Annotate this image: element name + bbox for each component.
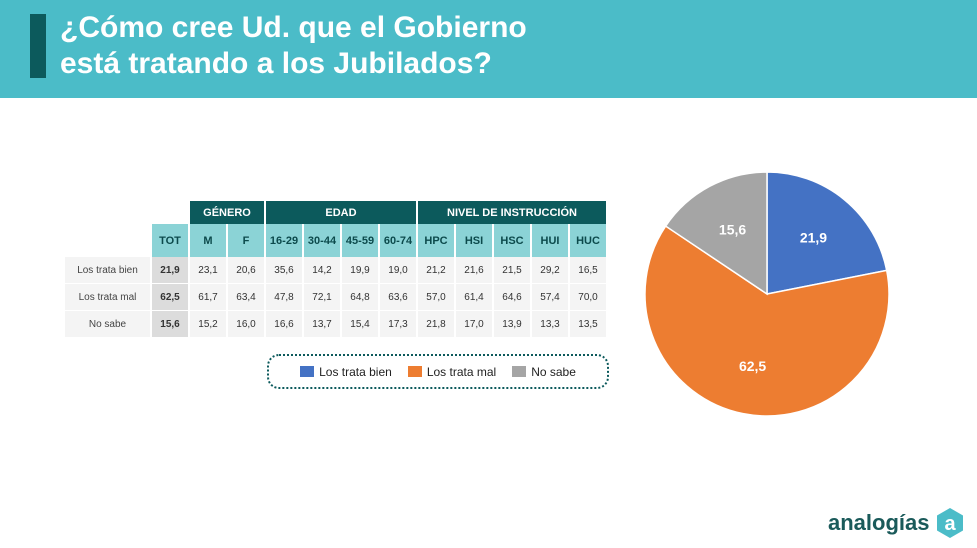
legend-label: No sabe xyxy=(531,364,576,379)
table-cell: 62,5 xyxy=(152,284,188,311)
column-header: 16-29 xyxy=(266,224,302,257)
logo-hexagon-icon: a xyxy=(937,508,964,538)
row-label: Los trata mal xyxy=(65,284,150,311)
table-cell: 15,6 xyxy=(152,311,188,338)
row-label: No sabe xyxy=(65,311,150,338)
legend-item: Los trata mal xyxy=(407,364,497,379)
legend-item: Los trata bien xyxy=(300,365,392,379)
group-header-nivel: NIVEL DE INSTRUCCIÓN xyxy=(418,201,606,224)
column-header: TOT xyxy=(152,224,188,257)
table-cell: 19,9 xyxy=(342,257,378,284)
table-row: Los trata bien 21,9 23,1 20,6 35,6 14,2 19,9 19… xyxy=(65,257,606,284)
table-cell: 29,2 xyxy=(532,257,568,284)
column-header: 45-59 xyxy=(342,224,378,257)
row-label: Los trata bien xyxy=(65,257,150,284)
title-accent-bar xyxy=(30,14,46,78)
pie-data-label: 62,5 xyxy=(739,358,766,374)
table-cell: 61,4 xyxy=(456,284,492,311)
title-line-2: está tratando a los Jubilados? xyxy=(60,47,492,80)
logo-text: analogías xyxy=(828,510,930,535)
pie-slice xyxy=(664,171,768,296)
table-cell: 16,5 xyxy=(570,257,606,284)
pie-data-label: 15,6 xyxy=(719,221,746,237)
legend-swatch xyxy=(300,366,315,377)
table-cell: 17,3 xyxy=(380,311,416,338)
title-line-1: ¿Cómo cree Ud. que el Gobierno xyxy=(60,11,527,44)
crosstab-table: GÉNERO EDAD NIVEL DE INSTRUCCIÓN TOT M F 16… xyxy=(63,201,608,338)
table-row: No sabe 15,6 15,2 16,0 16,6 13,7 15,4 17,3 21,8 1… xyxy=(65,311,606,338)
pie-slice xyxy=(766,171,888,295)
table-cell: 63,6 xyxy=(380,284,416,311)
table-cell: 21,2 xyxy=(418,257,454,284)
table-cell: 20,6 xyxy=(228,257,264,284)
legend-label: Los trata bien xyxy=(319,364,392,379)
table-cell: 57,4 xyxy=(532,284,568,311)
column-header: HUI xyxy=(532,224,568,257)
pie-slice xyxy=(644,225,890,417)
table-row: Los trata mal 62,5 61,7 63,4 47,8 72,1 64,8 63,… xyxy=(65,284,606,311)
table-cell: 19,0 xyxy=(380,257,416,284)
pie-chart: 21,9 62,5 15,6 xyxy=(644,171,890,417)
table-cell: 35,6 xyxy=(266,257,302,284)
table-cell: 57,0 xyxy=(418,284,454,311)
table-cell: 64,6 xyxy=(494,284,530,311)
column-header: HSC xyxy=(494,224,530,257)
legend-label: Los trata mal xyxy=(426,364,497,379)
table-cell: 16,0 xyxy=(228,311,264,338)
column-header: 30-44 xyxy=(304,224,340,257)
table-cell: 70,0 xyxy=(570,284,606,311)
table-cell: 13,9 xyxy=(494,311,530,338)
table-cell: 21,6 xyxy=(456,257,492,284)
column-header: 60-74 xyxy=(380,224,416,257)
table-cell: 17,0 xyxy=(456,311,492,338)
table-cell: 72,1 xyxy=(304,284,340,311)
analogias-logo: analogías a xyxy=(828,506,967,540)
header-banner: ¿Cómo cree Ud. que el Gobierno está trat… xyxy=(0,0,977,98)
table-cell: 61,7 xyxy=(190,284,226,311)
table-cell: 64,8 xyxy=(342,284,378,311)
table-cell: 21,8 xyxy=(418,311,454,338)
table-cell: 63,4 xyxy=(228,284,264,311)
group-header-genero: GÉNERO xyxy=(190,201,264,224)
column-header: F xyxy=(228,224,264,257)
column-header: HPC xyxy=(418,224,454,257)
column-header: HUC xyxy=(570,224,606,257)
column-header: M xyxy=(190,224,226,257)
table-cell: 14,2 xyxy=(304,257,340,284)
table-cell: 47,8 xyxy=(266,284,302,311)
group-header-edad: EDAD xyxy=(266,201,416,224)
svg-text:a: a xyxy=(945,513,957,535)
table-cell: 13,5 xyxy=(570,311,606,338)
legend-swatch xyxy=(407,366,422,377)
chart-legend: Los trata bien Los trata mal No sabe xyxy=(267,354,609,389)
table-cell: 13,3 xyxy=(532,311,568,338)
table-cell: 21,9 xyxy=(152,257,188,284)
column-header: HSI xyxy=(456,224,492,257)
pie-data-label: 21,9 xyxy=(800,229,827,245)
table-cell: 15,4 xyxy=(342,311,378,338)
table-cell: 16,6 xyxy=(266,311,302,338)
table-cell: 13,7 xyxy=(304,311,340,338)
table-cell: 21,5 xyxy=(494,257,530,284)
legend-item: No sabe xyxy=(512,365,576,379)
page-title: ¿Cómo cree Ud. que el Gobierno está trat… xyxy=(60,10,527,82)
legend-swatch xyxy=(512,366,527,377)
table-cell: 15,2 xyxy=(190,311,226,338)
table-cell: 23,1 xyxy=(190,257,226,284)
